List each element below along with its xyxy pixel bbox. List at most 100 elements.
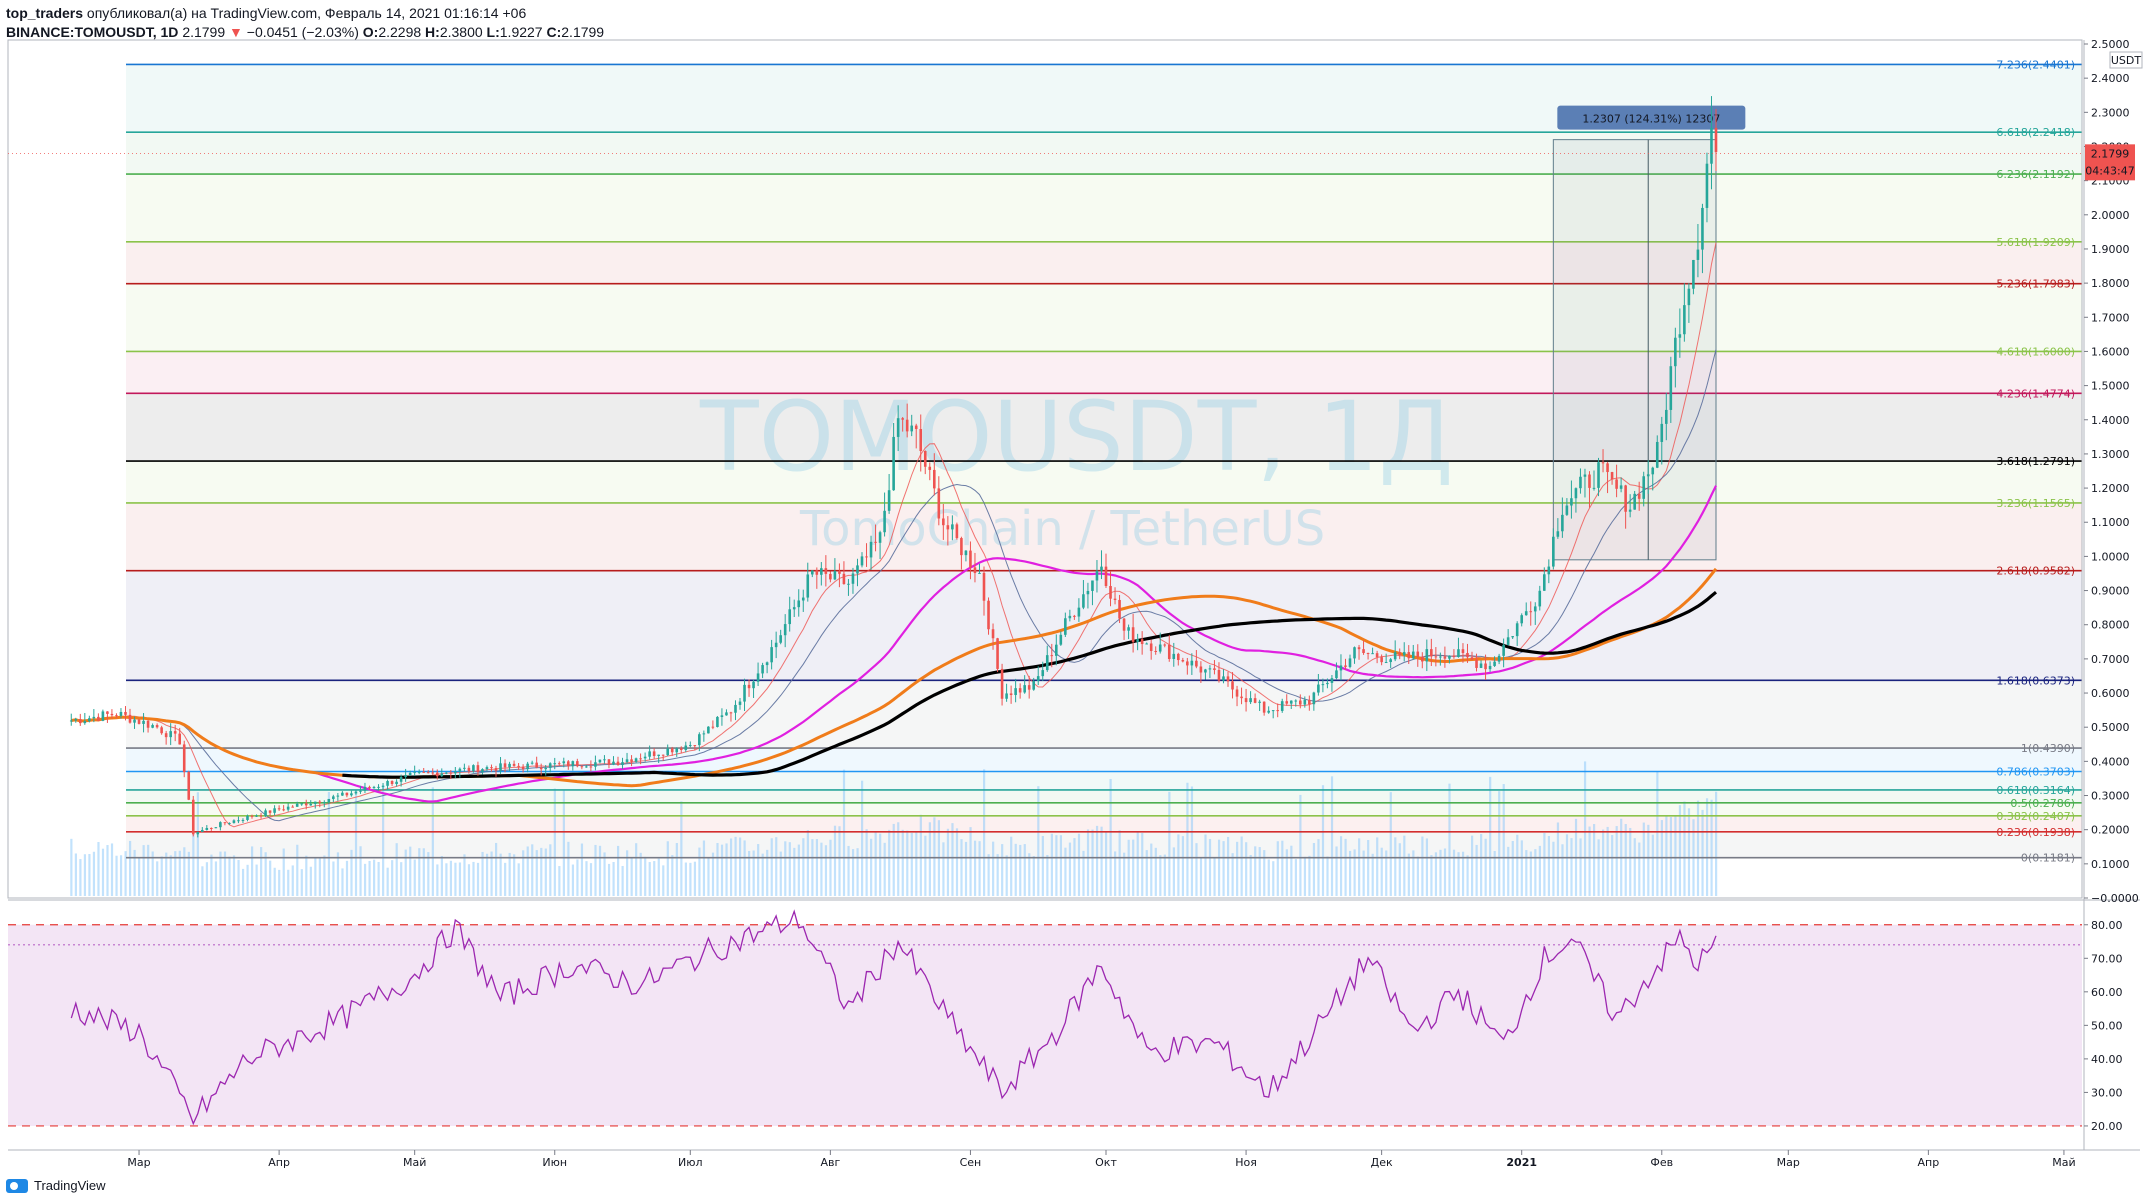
candle-body	[1204, 669, 1207, 673]
candle-body	[363, 786, 367, 791]
candle-body	[124, 711, 127, 715]
candle-body	[458, 768, 462, 772]
candle-body	[996, 638, 999, 669]
candle-body	[1262, 701, 1266, 713]
volume-bar	[1095, 825, 1099, 896]
fib-level-label: 1.618(0.6373)	[1996, 674, 2075, 687]
volume-bar	[544, 848, 547, 896]
volume-bar	[354, 789, 358, 896]
volume-bar	[92, 851, 96, 896]
volume-bar	[138, 857, 141, 896]
volume-bar	[973, 840, 977, 896]
fib-zone	[126, 771, 2082, 790]
volume-bar	[1077, 833, 1081, 896]
volume-bar	[1484, 838, 1487, 896]
candle-body	[1660, 423, 1664, 442]
candle-body	[1362, 649, 1365, 654]
volume-bar	[707, 858, 710, 896]
volume-bar	[833, 825, 837, 896]
candle-body	[1687, 288, 1691, 306]
candle-body	[779, 635, 782, 643]
volume-bar	[847, 845, 850, 896]
rsi-tick-label: 20.00	[2091, 1120, 2123, 1133]
candle-body	[1628, 509, 1632, 512]
candle-body	[101, 711, 105, 721]
candle-body	[169, 731, 172, 738]
measure-label: 1.2307 (124.31%) 12307	[1582, 113, 1720, 126]
candle-body	[426, 772, 430, 774]
symbol-label[interactable]: BINANCE:TOMOUSDT, 1D	[6, 24, 179, 40]
volume-bar	[1439, 849, 1442, 896]
tradingview-logo-icon[interactable]	[6, 1178, 28, 1193]
candle-body	[390, 781, 394, 785]
candle-body	[160, 727, 163, 734]
volume-bar	[1471, 835, 1474, 896]
volume-bar	[1091, 829, 1094, 896]
volume-bar	[454, 862, 457, 896]
fib-zone	[126, 680, 2082, 749]
candle-body	[133, 719, 136, 723]
candle-body	[1710, 127, 1713, 164]
candle-body	[1195, 660, 1198, 667]
volume-bar	[1353, 849, 1356, 896]
candle-body	[1339, 665, 1343, 671]
publisher-name[interactable]: top_traders	[6, 5, 84, 21]
candle-body	[1705, 163, 1709, 208]
volume-bar	[522, 850, 525, 896]
candle-body	[499, 763, 502, 771]
candle-body	[1172, 653, 1176, 659]
candle-body	[1005, 693, 1008, 699]
volume-bar	[1276, 841, 1279, 896]
candle-body	[960, 538, 963, 556]
volume-bar	[725, 843, 728, 896]
candle-body	[1167, 644, 1171, 659]
fib-level-label: 0.786(0.3703)	[1996, 766, 2075, 779]
price-tick-label: 1.9000	[2091, 243, 2130, 256]
volume-bar	[323, 855, 326, 896]
candle-body	[119, 711, 123, 716]
candle-body	[232, 820, 236, 823]
month-label: Апр	[1918, 1156, 1940, 1169]
volume-bar	[1547, 836, 1551, 896]
volume-bar	[458, 862, 462, 896]
ma-55-line	[71, 485, 1717, 803]
fib-level-label: 2.618(0.9582)	[1996, 565, 2075, 578]
volume-bar	[1335, 846, 1338, 896]
volume-bar	[332, 861, 335, 896]
candle-body	[386, 781, 389, 786]
month-label: Окт	[1095, 1156, 1117, 1169]
candle-body	[526, 763, 529, 770]
candle-body	[1050, 655, 1054, 657]
volume-bar	[978, 841, 981, 896]
volume-bar	[793, 847, 796, 896]
candle-body	[187, 772, 191, 800]
volume-bar	[1150, 843, 1153, 896]
volume-bar	[1552, 841, 1555, 896]
volume-bar	[1204, 834, 1207, 896]
volume-bar	[1358, 838, 1361, 896]
candle-body	[982, 572, 986, 601]
fib-zone	[126, 351, 2082, 394]
volume-bar	[1240, 836, 1243, 896]
volume-bar	[1208, 838, 1212, 896]
volume-bar	[187, 851, 190, 896]
candle-body	[1430, 649, 1433, 657]
volume-bar	[341, 868, 344, 896]
footer-brand[interactable]: TradingView	[34, 1178, 106, 1193]
volume-bar	[1127, 839, 1130, 896]
candle-body	[1475, 659, 1478, 668]
volume-bar	[662, 865, 665, 896]
price-tick-label: 2.0000	[2091, 209, 2130, 222]
candle-body	[670, 748, 674, 753]
candle-body	[847, 583, 850, 585]
volume-bar	[987, 854, 990, 896]
candle-body	[223, 822, 227, 824]
volume-bar	[1511, 840, 1514, 896]
candle-body	[1122, 618, 1126, 631]
candle-body	[883, 510, 886, 533]
candle-body	[1036, 676, 1040, 682]
candle-body	[200, 829, 204, 832]
volume-bar	[106, 845, 109, 896]
candle-body	[1059, 634, 1063, 645]
